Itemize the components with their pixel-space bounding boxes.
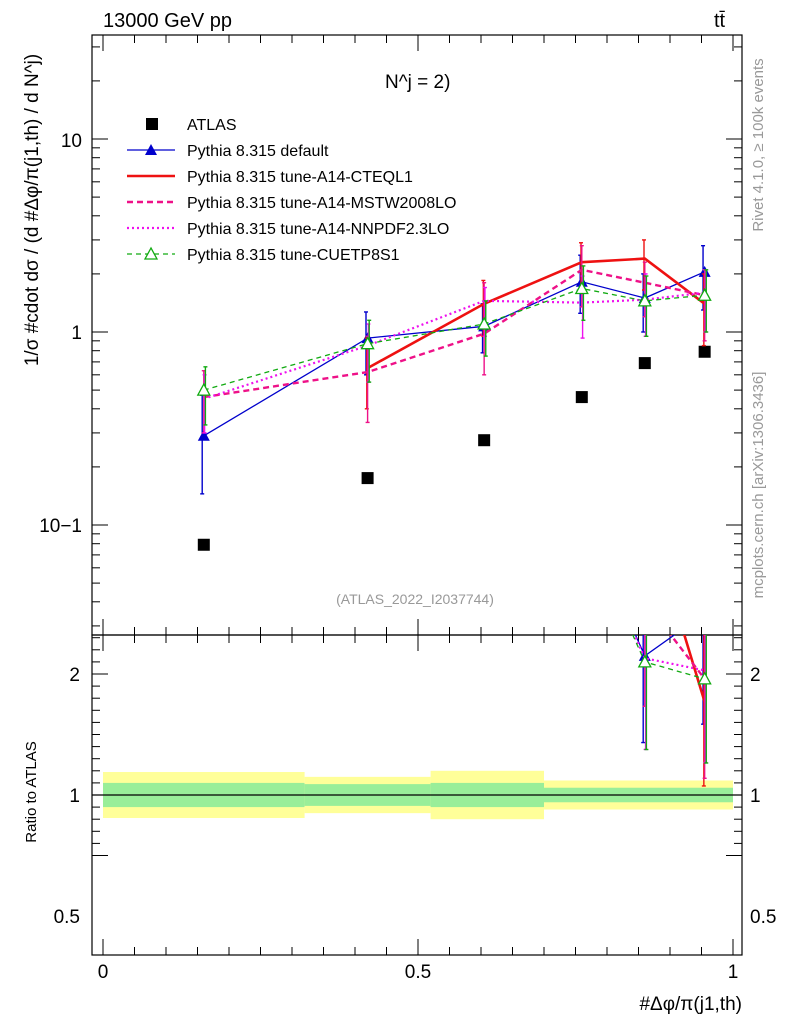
y-tick-label-0.1: 10−1 — [39, 516, 82, 537]
chart-marks — [92, 35, 742, 955]
legend-label-cuetp8s1: Pythia 8.315 tune-CUETP8S1 — [187, 247, 400, 264]
legend-marker-cuetp8s1 — [143, 246, 159, 260]
legend-marker-atlas — [146, 118, 158, 130]
ratio-line-1 — [683, 635, 706, 703]
energy-label: 13000 GeV pp — [103, 10, 232, 32]
y-tick-label-1: 1 — [71, 323, 82, 344]
ratio-tick-label-1-left: 1 — [69, 786, 80, 807]
x-tick-label-1: 1 — [728, 962, 739, 983]
mcplots-label: mcplots.cern.ch [arXiv:1306.3436] — [750, 372, 767, 599]
rivet-label: Rivet 4.1.0, ≥ 100k events — [750, 58, 767, 231]
atlas-data-point — [197, 538, 210, 551]
cuetp8s1-marker — [574, 281, 589, 295]
ratio-tick-label-1-right: 1 — [750, 786, 761, 807]
legend-label-atlas: ATLAS — [187, 117, 237, 134]
legend-label-default: Pythia 8.315 default — [187, 143, 329, 160]
main-series-group — [196, 239, 712, 551]
ratio-tick-label-2-right: 2 — [750, 665, 761, 686]
ratio-cuetp8s1-marker — [697, 671, 712, 685]
atlas-data-point — [361, 472, 374, 485]
cuetp8s1-marker — [477, 316, 492, 330]
cuetp8s1-marker — [360, 336, 375, 350]
series-line-3 — [203, 268, 705, 399]
legend-label-mstw2008lo: Pythia 8.315 tune-A14-MSTW2008LO — [187, 195, 456, 212]
ratio-line-4 — [632, 635, 705, 680]
atlas-data-point — [478, 434, 491, 447]
cuetp8s1-marker — [637, 293, 652, 307]
x-axis-label: #Δφ/π(j1,th) — [639, 994, 742, 1015]
legend-label-nnpdf23lo: Pythia 8.315 tune-A14-NNPDF2.3LO — [187, 221, 449, 238]
ratio-tick-label-2-left: 2 — [69, 665, 80, 686]
series-line-4 — [203, 291, 705, 400]
analysis-watermark: (ATLAS_2022_I2037744) — [336, 591, 494, 607]
y-tick-label-10: 10 — [61, 131, 82, 152]
y-axis-label: 1/σ #cdot dσ / (d #Δφ/π(j1,th) / d N^j) — [22, 54, 43, 366]
ratio-line-0 — [634, 635, 676, 657]
cuetp8s1-marker — [196, 382, 211, 396]
process-label: tt̄ — [714, 10, 726, 32]
legend-label-cteql1: Pythia 8.315 tune-A14-CTEQL1 — [187, 169, 413, 186]
cuetp8s1-marker — [697, 287, 712, 301]
ratio-series-group — [632, 608, 712, 787]
x-tick-label-0.5: 0.5 — [405, 962, 431, 983]
series-line-2 — [366, 257, 706, 370]
ratio-y-axis-label: Ratio to ATLAS — [23, 741, 40, 842]
ratio-default-marker — [699, 608, 711, 619]
default-marker — [197, 429, 210, 441]
plot-title: N^j = 2) — [385, 72, 450, 93]
x-tick-label-0: 0 — [98, 962, 109, 983]
ratio-tick-label-0.5-left: 0.5 — [54, 907, 80, 928]
atlas-data-point — [698, 345, 711, 358]
ratio-tick-label-0.5-right: 0.5 — [750, 907, 776, 928]
legend-marker-default — [145, 144, 157, 155]
ratio-cuetp8s1-marker — [637, 654, 652, 668]
series-line-1 — [203, 271, 705, 437]
series-line-5 — [203, 287, 705, 391]
atlas-data-point — [638, 357, 651, 370]
atlas-data-point — [575, 391, 588, 404]
